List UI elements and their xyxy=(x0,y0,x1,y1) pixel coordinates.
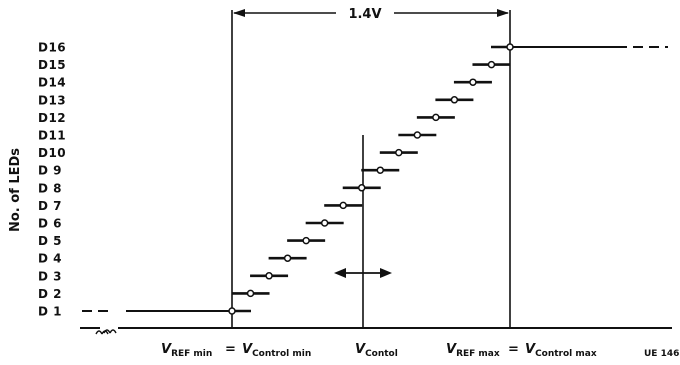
switch-point-marker xyxy=(339,201,347,210)
level-steps xyxy=(228,43,514,315)
figure-code: UE 1463 xyxy=(644,349,680,359)
level-step xyxy=(398,131,437,139)
level-label: D 5 xyxy=(38,234,62,248)
level-label: D 3 xyxy=(38,269,62,283)
switch-point-marker xyxy=(320,219,329,227)
level-label: D12 xyxy=(38,111,66,125)
level-label: D 1 xyxy=(38,305,62,319)
level-label: D 9 xyxy=(38,164,62,178)
level-label: D 2 xyxy=(38,287,62,301)
hysteresis-double-arrow xyxy=(334,268,392,278)
level-step xyxy=(435,96,474,104)
switch-point-marker xyxy=(246,289,255,298)
span-dimension: 1.4V xyxy=(233,7,509,22)
level-label: D15 xyxy=(38,58,66,72)
level-label: D 8 xyxy=(38,181,62,195)
switch-point-marker xyxy=(432,113,440,122)
switch-point-marker xyxy=(450,96,459,104)
switch-point-marker xyxy=(357,184,366,192)
level-step xyxy=(231,289,270,298)
switch-point-marker xyxy=(302,236,310,245)
vcontrol-label: VContol xyxy=(355,342,398,359)
span-label: 1.4V xyxy=(348,7,381,22)
right-arrowhead xyxy=(380,268,392,278)
switch-point-marker xyxy=(487,60,496,69)
switch-point-marker xyxy=(469,78,477,86)
level-label: D11 xyxy=(38,129,66,143)
level-step xyxy=(416,113,455,122)
vcontrol-min-label: VControl min xyxy=(242,342,311,359)
equals-sign-max: = xyxy=(508,342,519,357)
level-step xyxy=(342,184,381,192)
level-label: D14 xyxy=(38,76,66,90)
switch-point-marker xyxy=(283,254,292,262)
switch-point-marker xyxy=(395,148,403,157)
level-step xyxy=(453,78,492,86)
level-step xyxy=(491,43,514,51)
x-axis xyxy=(80,327,672,335)
level-label: D16 xyxy=(38,41,66,55)
level-step xyxy=(250,272,289,280)
level-step xyxy=(305,219,344,227)
level-label: D10 xyxy=(38,146,66,160)
switch-point-marker xyxy=(413,131,422,139)
switch-point-marker xyxy=(228,307,236,315)
vref-min-label: VREF min xyxy=(161,342,212,359)
level-step xyxy=(379,148,418,157)
left-arrowhead xyxy=(334,268,346,278)
level-step xyxy=(361,166,400,174)
level-label: D 7 xyxy=(38,199,62,213)
span-left-arrowhead xyxy=(233,9,245,17)
level-step xyxy=(324,201,363,210)
span-right-arrowhead xyxy=(497,9,509,17)
vcontrol-max-label: VControl max xyxy=(525,342,597,359)
equals-sign-min: = xyxy=(225,342,236,357)
switch-point-marker xyxy=(376,166,385,174)
axis-break-icon xyxy=(95,329,117,335)
level-label: D13 xyxy=(38,93,66,107)
level-step xyxy=(268,254,307,262)
switch-point-marker xyxy=(506,43,514,51)
switch-point-marker xyxy=(265,272,273,280)
y-axis-label: No. of LEDs xyxy=(8,148,23,232)
vref-max-label: VREF max xyxy=(446,342,500,359)
level-step xyxy=(287,236,326,245)
level-label: D 6 xyxy=(38,217,62,231)
level-step xyxy=(228,307,251,315)
level-label: D 4 xyxy=(38,252,62,266)
level-labels: D 1 D 2 D 3 D 4 D 5 D 6 D 7 D 8 D 9 D10 D11 D12 D13 D… xyxy=(38,41,66,319)
level-step xyxy=(472,60,511,69)
